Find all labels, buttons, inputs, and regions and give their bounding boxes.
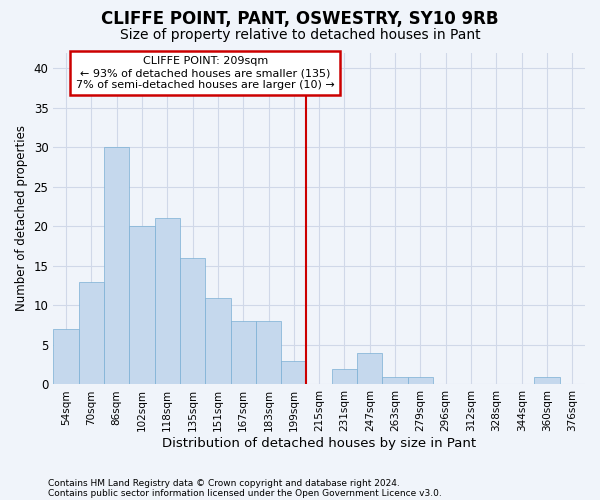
Bar (535, 376, 560, 384)
Y-axis label: Number of detached properties: Number of detached properties (15, 126, 28, 312)
Bar (104, 148, 129, 384)
Bar (281, 360, 307, 384)
Bar (180, 258, 205, 384)
Bar (256, 321, 281, 384)
Bar (129, 226, 155, 384)
Bar (155, 218, 180, 384)
Bar (357, 353, 382, 384)
Text: CLIFFE POINT, PANT, OSWESTRY, SY10 9RB: CLIFFE POINT, PANT, OSWESTRY, SY10 9RB (101, 10, 499, 28)
Bar (230, 321, 256, 384)
Bar (408, 376, 433, 384)
Bar (205, 298, 230, 384)
Text: Contains HM Land Registry data © Crown copyright and database right 2024.: Contains HM Land Registry data © Crown c… (48, 478, 400, 488)
Bar (79, 282, 104, 385)
Text: Size of property relative to detached houses in Pant: Size of property relative to detached ho… (119, 28, 481, 42)
Text: Contains public sector information licensed under the Open Government Licence v3: Contains public sector information licen… (48, 488, 442, 498)
Text: CLIFFE POINT: 209sqm
← 93% of detached houses are smaller (135)
7% of semi-detac: CLIFFE POINT: 209sqm ← 93% of detached h… (76, 56, 335, 90)
X-axis label: Distribution of detached houses by size in Pant: Distribution of detached houses by size … (162, 437, 476, 450)
Bar (53, 329, 79, 384)
Bar (332, 368, 357, 384)
Bar (382, 376, 408, 384)
